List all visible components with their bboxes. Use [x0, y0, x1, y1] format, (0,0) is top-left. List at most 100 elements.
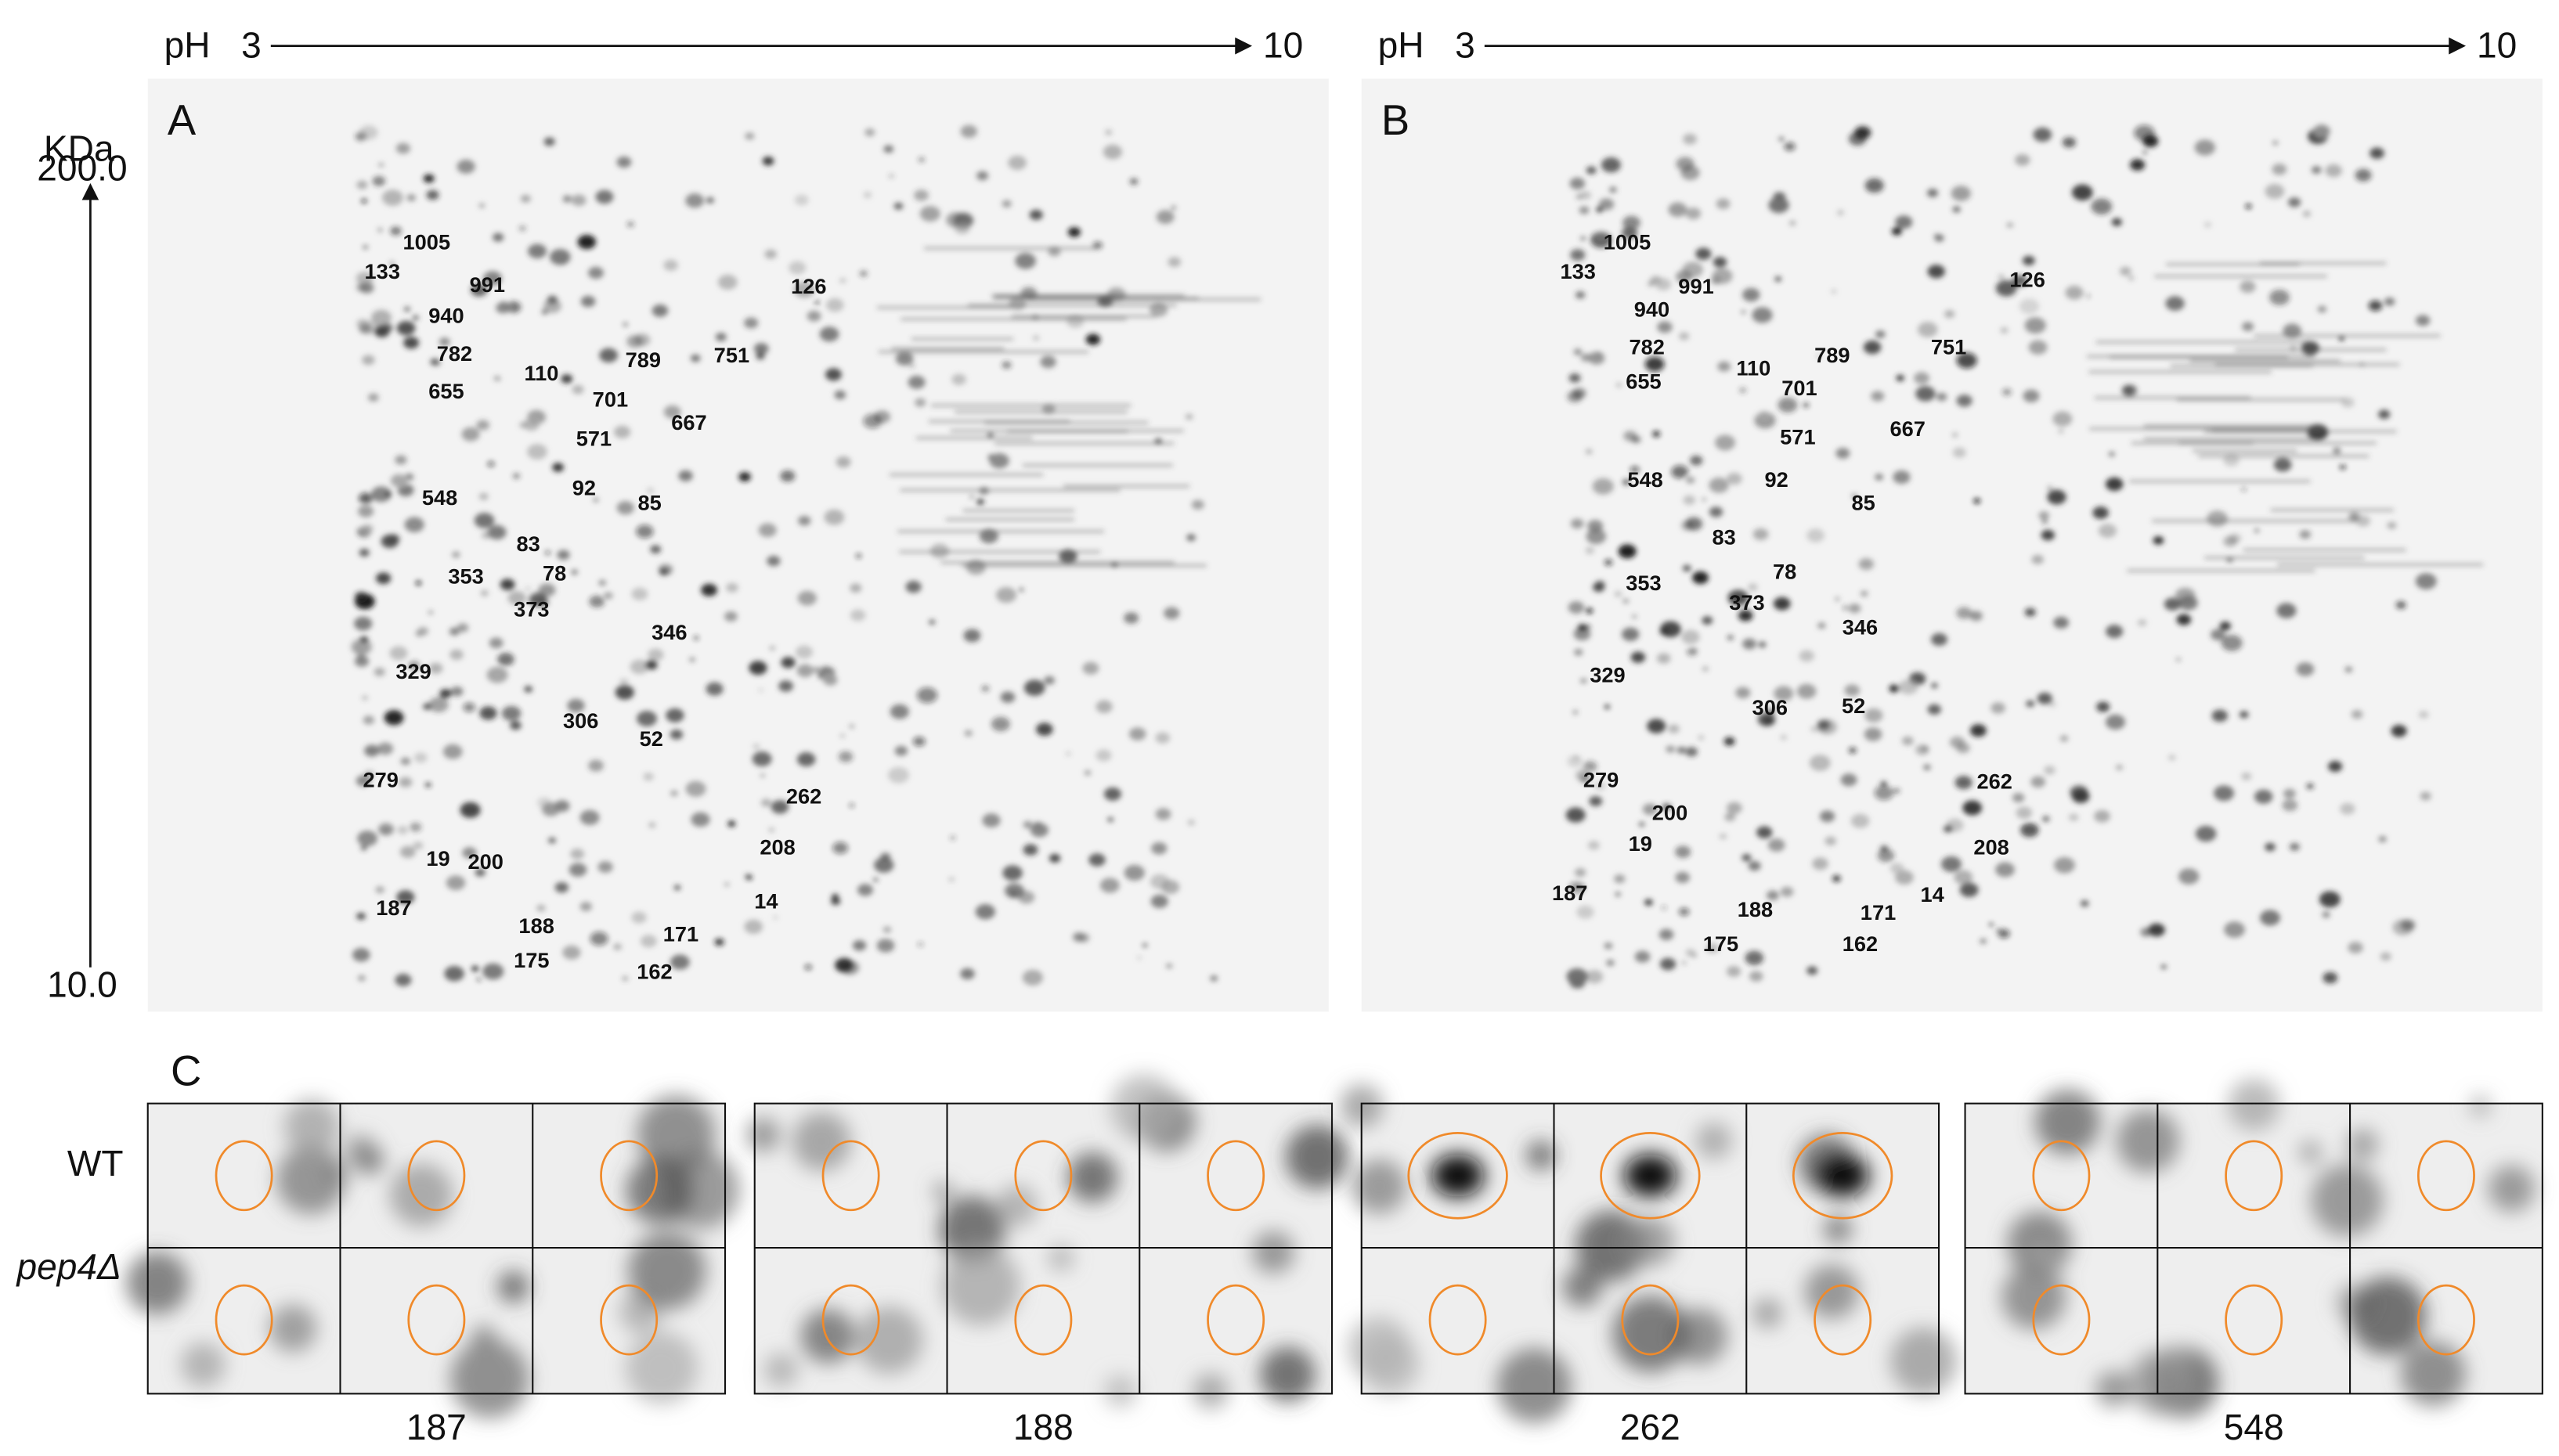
gel-spot [1632, 614, 1637, 618]
gel-spot [1773, 596, 1791, 611]
gel-spot [567, 698, 585, 712]
gel-spot [1638, 821, 1645, 827]
gel-spot [1099, 878, 1120, 893]
ph-label: pH [1378, 24, 1424, 65]
gel-spot [1066, 751, 1071, 755]
gel-spot [813, 666, 821, 672]
gel-spot [1995, 928, 2002, 933]
gel-spot [1880, 781, 1887, 787]
gel-spot [1774, 686, 1794, 701]
spot-label: 187 [376, 896, 411, 920]
gel-spot [1864, 708, 1883, 723]
gel-spot [525, 587, 531, 591]
gel-spot [1745, 950, 1764, 965]
gel-spot [478, 203, 485, 208]
gel-spot [2160, 964, 2167, 969]
gel-spot [2001, 388, 2012, 396]
spot-label: 19 [1629, 831, 1652, 856]
gel-spot [2105, 477, 2124, 492]
gel-spot [1186, 534, 1196, 542]
gel-spot [690, 354, 701, 362]
gel-spot [510, 721, 522, 730]
gel-spot [895, 351, 914, 366]
gel-spot [1806, 966, 1818, 975]
crop-blob [2311, 1164, 2384, 1237]
gel-spot [2328, 761, 2343, 773]
gel-spot [1850, 813, 1870, 828]
gel-spot [2130, 159, 2146, 171]
gel-spot [1837, 210, 1844, 215]
spot-label: 346 [1843, 615, 1878, 640]
gel-spot [1752, 307, 1773, 323]
gel-spot [646, 487, 655, 494]
gel-streak [991, 294, 1185, 297]
gel-streak [2095, 396, 2251, 399]
crop-blob [1575, 1210, 1647, 1281]
gel-spot [1601, 157, 1621, 173]
crop-blob [1625, 1216, 1675, 1267]
gel-spot [659, 568, 669, 575]
gel-spot [1685, 949, 1695, 957]
gel-streak [899, 550, 1101, 553]
spot-label: 83 [1712, 524, 1735, 549]
gels [126, 78, 2543, 1423]
gel-spot [1124, 864, 1145, 881]
gel-spot [476, 420, 490, 431]
gel-spot [1084, 769, 1092, 776]
gel-spot [666, 708, 684, 723]
gel-spot [1677, 746, 1687, 754]
gel-spot [543, 137, 555, 146]
gel-spot [1589, 796, 1603, 806]
gel-spot [487, 460, 495, 467]
gel-spot [352, 947, 370, 962]
crop-circle [215, 1140, 273, 1212]
gel-spot [2313, 124, 2330, 138]
gel-streak [2166, 263, 2300, 266]
crop-circle [2225, 1140, 2283, 1212]
crop-circle [1207, 1284, 1265, 1356]
gel-spot [1586, 607, 1594, 614]
gel-spot [1739, 387, 1747, 393]
gel-spot [2415, 315, 2431, 326]
gel-spot [1647, 719, 1666, 733]
gel-spot [2022, 255, 2035, 265]
gel-spot [439, 337, 450, 346]
spot-label: 548 [422, 485, 457, 510]
gel-spot [2323, 971, 2338, 984]
gel-spot [2195, 825, 2217, 842]
gel-spot [1819, 810, 1835, 823]
crop-blob [269, 1304, 317, 1353]
gel-spot [909, 364, 915, 368]
crop-blob [996, 1184, 1038, 1227]
gel-spot [377, 742, 394, 755]
gel-spot [2116, 765, 2123, 770]
gel-spot [2178, 595, 2198, 611]
gel-spot [1164, 607, 1180, 620]
gel-spot [1662, 906, 1666, 910]
gel-spot [496, 302, 511, 314]
gel-spot [382, 323, 393, 332]
crop-blob [345, 1134, 376, 1166]
gel-spot [501, 705, 522, 721]
gel-spot [486, 666, 508, 683]
gel-spot [1893, 788, 1900, 794]
crop-group [1964, 1079, 2543, 1418]
gel-spot [356, 775, 371, 787]
gel-spot [1738, 610, 1753, 622]
gel-streak [2189, 359, 2341, 362]
gel-spot [2030, 776, 2046, 788]
spot-label: 655 [1626, 369, 1661, 393]
gel-spot [1875, 330, 1886, 338]
gel-spot [1604, 942, 1613, 950]
gel-spot [2024, 607, 2036, 617]
gel-streak [992, 297, 1199, 300]
gel-spot [2272, 140, 2279, 146]
gel-spot [2140, 928, 2153, 937]
gel-spot [2282, 799, 2298, 812]
gel-spot [670, 790, 678, 797]
gel-spot [1712, 268, 1733, 284]
gel-spot [1951, 186, 1971, 201]
gel-spot [2241, 772, 2252, 780]
gel-streak [929, 420, 1070, 423]
gel-spot [1679, 332, 1690, 341]
